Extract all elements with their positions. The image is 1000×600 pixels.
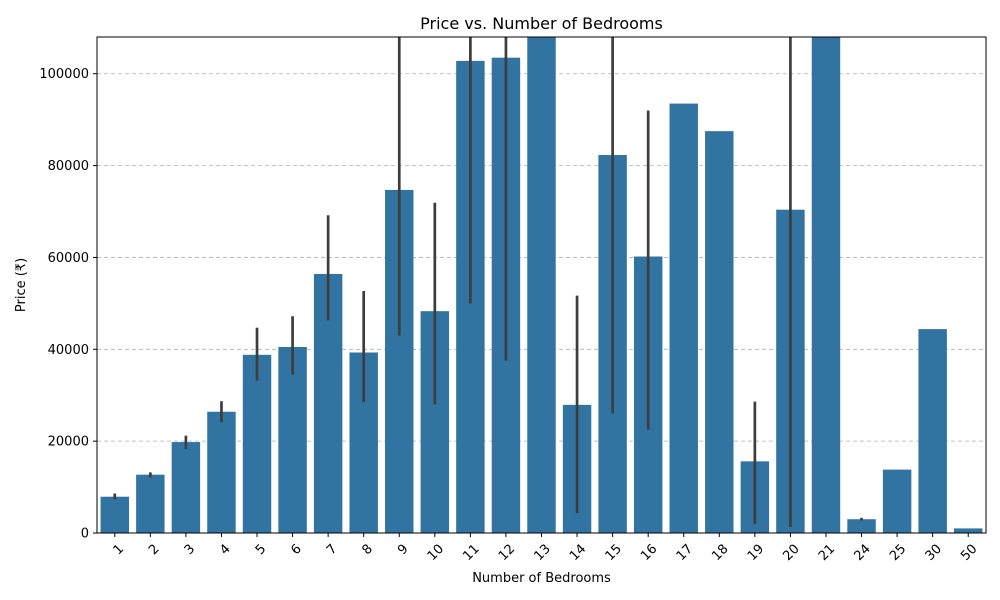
bar [669,103,698,533]
y-tick-label: 40000 [48,343,89,358]
x-axis-label: Number of Bedrooms [472,571,611,586]
bar [705,131,734,534]
y-tick-label: 100000 [39,67,89,82]
chart-title: Price vs. Number of Bedrooms [420,14,663,33]
y-tick-label: 60000 [48,251,89,266]
bar [136,474,165,533]
bar [811,37,841,533]
bar [953,528,983,533]
bar [242,354,272,533]
bar [100,496,130,533]
bar [847,519,876,533]
y-axis-label: Price (₹) [14,258,29,312]
bar [527,37,556,533]
y-axis-ticks: 0 20000 40000 60000 80000 100000 [39,67,97,542]
bar [918,329,947,533]
y-tick-label: 20000 [48,435,89,450]
bar [882,469,912,533]
bar [171,442,201,533]
bar [207,411,236,533]
bar [278,347,307,533]
y-tick-label: 0 [81,527,89,542]
error-bars [113,37,863,528]
y-tick-label: 80000 [48,159,89,174]
